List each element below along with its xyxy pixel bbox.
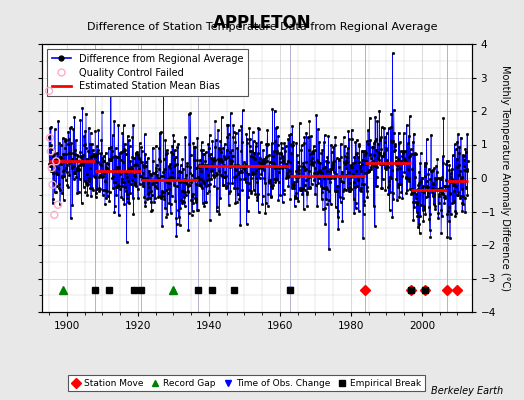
Point xyxy=(47,148,55,154)
Point xyxy=(52,158,60,164)
Point xyxy=(50,212,59,218)
Text: Berkeley Earth: Berkeley Earth xyxy=(431,386,503,396)
Legend: Station Move, Record Gap, Time of Obs. Change, Empirical Break: Station Move, Record Gap, Time of Obs. C… xyxy=(68,375,425,392)
Text: Difference of Station Temperature Data from Regional Average: Difference of Station Temperature Data f… xyxy=(87,22,437,32)
Legend: Difference from Regional Average, Quality Control Failed, Estimated Station Mean: Difference from Regional Average, Qualit… xyxy=(47,49,248,96)
Point xyxy=(45,88,53,94)
Point xyxy=(48,182,57,188)
Point xyxy=(48,165,56,171)
Text: APPLETON: APPLETON xyxy=(213,14,311,32)
Y-axis label: Monthly Temperature Anomaly Difference (°C): Monthly Temperature Anomaly Difference (… xyxy=(500,65,510,291)
Point xyxy=(46,134,54,141)
Point xyxy=(53,202,62,208)
